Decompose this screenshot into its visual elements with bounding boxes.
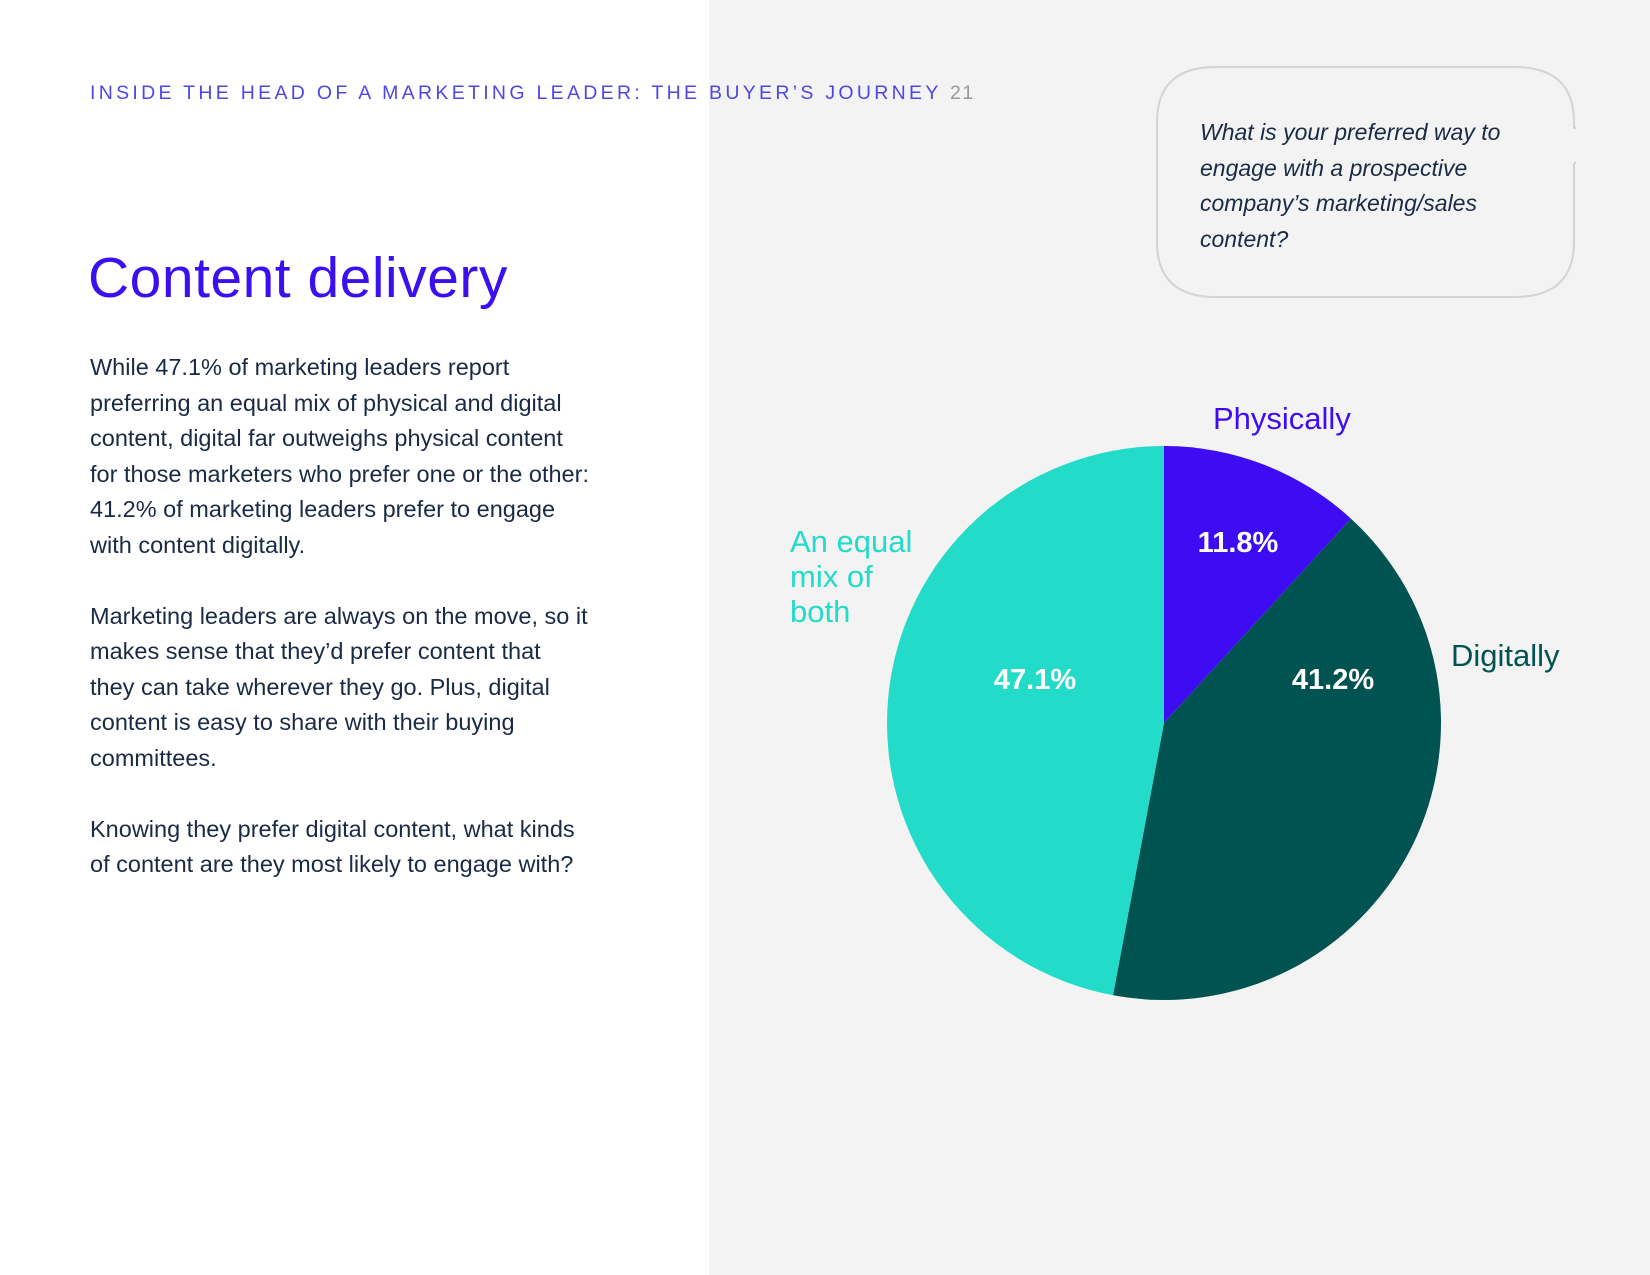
pie-slice-digitally xyxy=(1113,518,1441,1000)
category-label: Digitally xyxy=(1451,638,1560,673)
running-head: INSIDE THE HEAD OF A MARKETING LEADER: T… xyxy=(90,82,975,105)
running-title: INSIDE THE HEAD OF A MARKETING LEADER: T… xyxy=(90,82,942,104)
body-paragraph: While 47.1% of marketing leaders report … xyxy=(90,354,589,558)
page-number: 21 xyxy=(950,82,975,104)
pie-slice-physically xyxy=(1164,446,1351,723)
speech-bubble-shape xyxy=(1156,66,1576,298)
pie-slice-an-equal-mix-of-both xyxy=(887,446,1164,996)
value-label: 41.2% xyxy=(1292,664,1374,696)
question-text: What is your preferred way to engage wit… xyxy=(1200,119,1501,252)
value-label: 11.8% xyxy=(1198,527,1279,559)
pie-slices xyxy=(887,446,1441,1000)
body-paragraph: Knowing they prefer digital content, wha… xyxy=(90,815,575,878)
category-label: Physically xyxy=(1213,401,1351,436)
page-title: Content delivery xyxy=(88,246,508,310)
pie-labels: Physically 11.8% Digitally 41.2% An equal mix… xyxy=(790,401,1560,696)
question-bubble: What is your preferred way to engage wit… xyxy=(1156,66,1576,298)
body-paragraph: Marketing leaders are always on the move… xyxy=(90,602,588,771)
body-copy: While 47.1% of marketing leaders report … xyxy=(90,350,590,918)
value-label: 47.1% xyxy=(994,664,1076,696)
category-label: An equal mix of both xyxy=(790,524,912,629)
